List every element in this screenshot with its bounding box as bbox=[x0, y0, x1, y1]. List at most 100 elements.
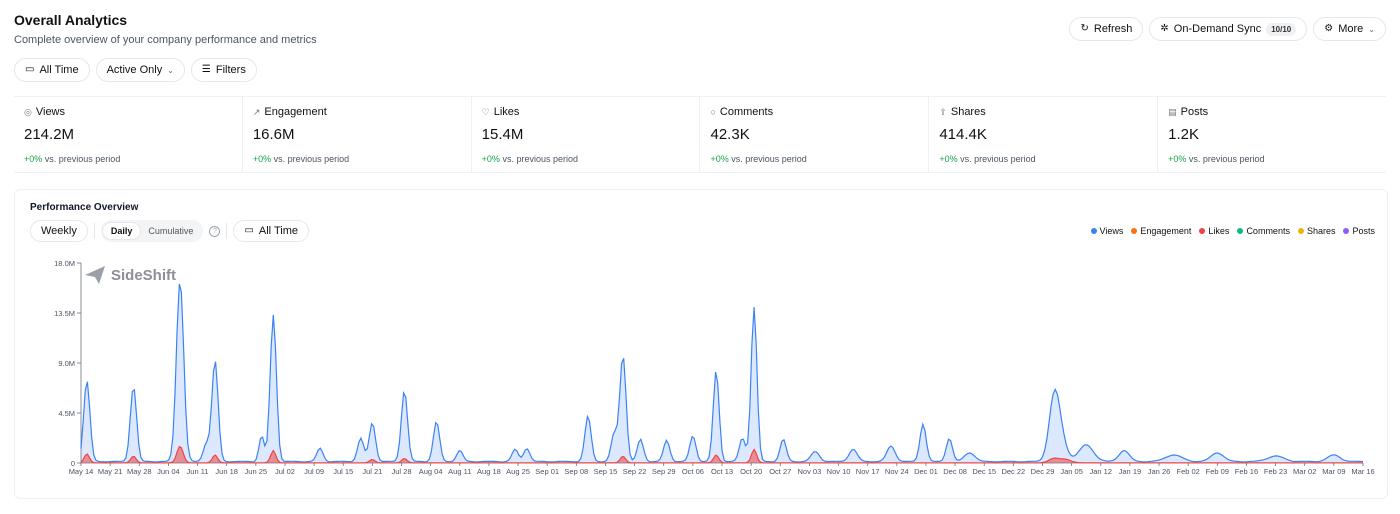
daily-tab[interactable]: Daily bbox=[102, 223, 141, 239]
x-tick-label: Dec 08 bbox=[943, 467, 967, 476]
cumulative-tab[interactable]: Cumulative bbox=[148, 226, 194, 236]
chart-controls: Weekly Daily Cumulative ? ▭ All Time bbox=[30, 220, 309, 242]
panel-title: Performance Overview bbox=[30, 202, 139, 213]
x-tick-label: Sep 15 bbox=[594, 467, 618, 476]
stat-label: Likes bbox=[493, 106, 520, 118]
divider bbox=[93, 223, 95, 239]
legend-item-posts[interactable]: Posts bbox=[1343, 226, 1375, 236]
calendar-icon: ▭ bbox=[25, 64, 35, 75]
stat-card-views: ◎ Views 214.2M +0% vs. previous period bbox=[14, 97, 243, 172]
refresh-button[interactable]: ↻ Refresh bbox=[1069, 17, 1144, 41]
x-tick-label: Jun 11 bbox=[187, 467, 209, 476]
help-icon[interactable]: ? bbox=[209, 225, 221, 237]
gear-icon: ⚙ bbox=[1324, 23, 1334, 34]
legend-item-shares[interactable]: Shares bbox=[1297, 226, 1335, 236]
y-tick-label: 18.0M bbox=[54, 259, 75, 268]
stat-change: +0% bbox=[1168, 154, 1187, 164]
stat-change: +0% bbox=[939, 154, 958, 164]
x-tick-label: Nov 03 bbox=[798, 467, 822, 476]
stat-suffix: K bbox=[976, 126, 987, 143]
x-tick-label: Jun 18 bbox=[215, 467, 238, 476]
legend-dot bbox=[1237, 228, 1244, 234]
status-dropdown[interactable]: Active Only ⌄ bbox=[95, 58, 185, 82]
paper-plane-icon bbox=[85, 266, 105, 284]
stat-card-shares: ⇪ Shares 414.4K +0% vs. previous period bbox=[929, 97, 1159, 172]
x-tick-label: Jan 26 bbox=[1148, 467, 1171, 476]
legend-dot bbox=[1343, 228, 1350, 234]
x-tick-label: May 14 bbox=[69, 467, 94, 476]
stat-value: 42.3 bbox=[710, 126, 740, 143]
filters-button[interactable]: ☰ Filters bbox=[190, 58, 257, 82]
legend-dot bbox=[1090, 228, 1097, 234]
legend-item-engagement[interactable]: Engagement bbox=[1131, 226, 1191, 236]
x-tick-label: Dec 22 bbox=[1001, 467, 1025, 476]
x-tick-label: Sep 29 bbox=[652, 467, 676, 476]
page-subtitle: Complete overview of your company perfor… bbox=[14, 34, 317, 46]
chevron-down-icon: ⌄ bbox=[1368, 24, 1375, 34]
stat-card-posts: ▤ Posts 1.2K +0% vs. previous period bbox=[1158, 97, 1386, 172]
filters-label: Filters bbox=[215, 64, 246, 76]
sync-badge: 10/10 bbox=[1266, 22, 1297, 36]
more-label: More bbox=[1338, 23, 1364, 35]
x-tick-label: Aug 18 bbox=[477, 467, 501, 476]
x-tick-label: Jan 12 bbox=[1090, 467, 1113, 476]
x-tick-label: Jul 15 bbox=[333, 467, 353, 476]
stat-label: Posts bbox=[1180, 106, 1209, 118]
calendar-icon: ▭ bbox=[244, 225, 254, 236]
x-tick-label: Nov 24 bbox=[885, 467, 909, 476]
performance-overview-panel: Performance Overview Weekly Daily Cumula… bbox=[14, 189, 1388, 499]
document-icon: ▤ bbox=[1168, 106, 1177, 117]
legend-item-views[interactable]: Views bbox=[1090, 226, 1123, 236]
refresh-label: Refresh bbox=[1093, 23, 1133, 35]
mode-toggle: Daily Cumulative bbox=[100, 220, 204, 242]
trend-icon: ↗ bbox=[252, 106, 261, 117]
stats-row: ◎ Views 214.2M +0% vs. previous period ↗ E… bbox=[14, 96, 1386, 173]
watermark-text: SideShift bbox=[111, 266, 177, 284]
stat-change: +0% bbox=[24, 154, 43, 164]
stat-value: 214.2 bbox=[24, 126, 62, 143]
stat-suffix: M bbox=[510, 126, 524, 143]
legend-label: Likes bbox=[1208, 226, 1230, 236]
stat-value: 1.2 bbox=[1168, 126, 1189, 143]
chevron-down-icon: ⌄ bbox=[167, 65, 174, 75]
divider bbox=[226, 223, 228, 239]
stat-change: +0% bbox=[710, 154, 729, 164]
stat-suffix: M bbox=[282, 126, 295, 143]
chart-time-range-label: All Time bbox=[258, 225, 298, 237]
page-title: Overall Analytics bbox=[14, 12, 128, 28]
legend-dot bbox=[1199, 228, 1206, 234]
granularity-dropdown[interactable]: Weekly bbox=[30, 220, 88, 242]
time-range-button[interactable]: ▭ All Time bbox=[14, 58, 90, 82]
legend-item-likes[interactable]: Likes bbox=[1199, 226, 1229, 236]
stat-change-text: vs. previous period bbox=[44, 154, 121, 164]
x-tick-label: Nov 10 bbox=[827, 467, 851, 476]
x-tick-label: Dec 15 bbox=[972, 467, 996, 476]
legend-item-comments[interactable]: Comments bbox=[1237, 226, 1290, 236]
sync-label: On-Demand Sync bbox=[1173, 23, 1262, 35]
stat-change-text: vs. previous period bbox=[273, 154, 350, 164]
stat-change-text: vs. previous period bbox=[502, 154, 578, 164]
x-tick-label: Dec 29 bbox=[1031, 467, 1055, 476]
x-tick-label: Jul 28 bbox=[391, 467, 411, 476]
granularity-label: Weekly bbox=[41, 225, 77, 237]
on-demand-sync-button[interactable]: ✲ On-Demand Sync 10/10 bbox=[1149, 17, 1308, 41]
filter-bar: ▭ All Time Active Only ⌄ ☰ Filters bbox=[14, 58, 257, 82]
stat-change-text: vs. previous period bbox=[960, 154, 1036, 164]
stat-label: Views bbox=[35, 106, 66, 118]
stat-card-comments: ○ Comments 42.3K +0% vs. previous period bbox=[700, 97, 930, 172]
stat-suffix: M bbox=[61, 126, 75, 143]
share-icon: ⇪ bbox=[939, 106, 947, 117]
performance-chart: 0 4.5M 9.0M 13.5M 18.0M May 14 May 21 May 28 Jun… bbox=[54, 259, 1375, 476]
stat-change-text: vs. previous period bbox=[1188, 154, 1265, 164]
x-tick-label: Oct 06 bbox=[682, 467, 704, 476]
more-button[interactable]: ⚙ More ⌄ bbox=[1313, 17, 1386, 41]
x-tick-label: May 28 bbox=[127, 467, 152, 476]
stat-card-engagement: ↗ Engagement 16.6M +0% vs. previous perio… bbox=[243, 97, 472, 172]
time-range-label: All Time bbox=[39, 64, 79, 76]
x-tick-label: Nov 17 bbox=[856, 467, 880, 476]
thumbs-up-icon: ♡ bbox=[481, 106, 490, 117]
legend-dot bbox=[1297, 228, 1304, 234]
x-tick-label: Feb 09 bbox=[1206, 467, 1229, 476]
chart-time-range-button[interactable]: ▭ All Time bbox=[233, 220, 309, 242]
y-tick-label: 0 bbox=[71, 459, 75, 468]
